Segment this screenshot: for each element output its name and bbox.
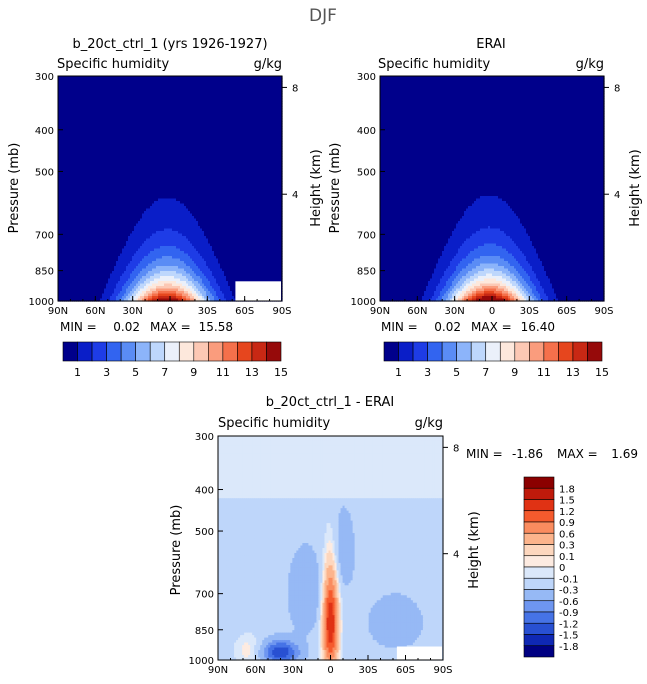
panel-title: b_20ct_ctrl_1 (yrs 1926-1927) <box>72 37 267 52</box>
panel-model: b_20ct_ctrl_1 (yrs 1926-1927) Specific h… <box>7 37 324 379</box>
humidity-field <box>58 76 283 302</box>
panel-subtitle-left: Specific humidity <box>57 57 169 72</box>
figure-title: DJF <box>309 6 337 26</box>
panel-units: g/kg <box>254 57 282 72</box>
